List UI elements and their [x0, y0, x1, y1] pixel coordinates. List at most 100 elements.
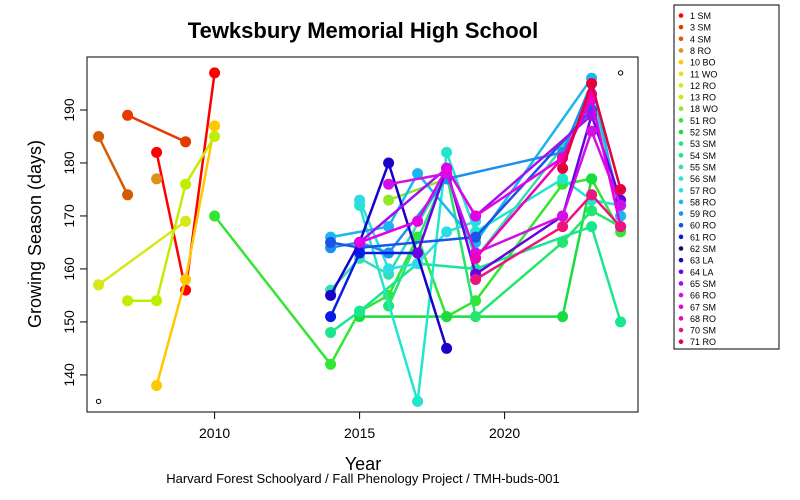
- data-point: [557, 311, 569, 323]
- series-line: [213, 177, 622, 366]
- legend-label: 54 SM: [690, 151, 716, 161]
- series-line: [330, 109, 593, 249]
- series-12-ro: [93, 215, 192, 291]
- legend-marker: [678, 83, 684, 88]
- legend-marker: [678, 211, 684, 216]
- legend-marker: [678, 71, 684, 77]
- y-tick-label: 190: [61, 98, 77, 122]
- data-point: [586, 205, 598, 217]
- data-point: [412, 168, 424, 180]
- series-line: [127, 114, 187, 143]
- legend-box: [673, 4, 780, 350]
- data-point: [180, 215, 192, 227]
- legend-marker: [678, 339, 684, 345]
- legend-marker: [678, 129, 684, 135]
- series-70-sm: [470, 189, 627, 285]
- data-point: [615, 221, 627, 233]
- data-point: [93, 279, 105, 291]
- legend-label: 59 RO: [690, 209, 716, 219]
- data-point: [557, 162, 569, 174]
- data-point: [325, 358, 337, 370]
- data-point: [586, 125, 598, 137]
- data-point: [586, 221, 598, 233]
- legend-label: 13 RO: [690, 93, 716, 103]
- legend-marker: [678, 13, 684, 18]
- legend-marker: [678, 199, 684, 205]
- legend-marker: [678, 304, 684, 310]
- data-point: [151, 146, 163, 158]
- legend-marker: [678, 118, 684, 123]
- data-point: [557, 221, 569, 233]
- legend-marker: [678, 234, 684, 240]
- legend-marker: [678, 36, 684, 42]
- legend-label: 4 SM: [690, 34, 711, 44]
- legend-marker: [678, 94, 684, 100]
- legend-label: 67 SM: [690, 302, 716, 312]
- legend-label: 52 SM: [690, 128, 716, 138]
- series-3-sm: [122, 109, 192, 148]
- x-tick-label: 2015: [344, 425, 375, 441]
- legend-marker: [678, 327, 684, 333]
- data-point: [586, 78, 598, 89]
- data-point: [441, 311, 453, 323]
- data-point: [383, 263, 395, 275]
- data-point: [470, 231, 482, 243]
- data-point: [615, 184, 627, 195]
- legend-label: 8 RO: [690, 46, 711, 56]
- legend-label: 71 RO: [690, 337, 716, 347]
- y-tick-label: 180: [61, 151, 77, 175]
- data-point: [557, 210, 569, 222]
- data-point: [354, 194, 366, 206]
- data-point: [209, 131, 221, 142]
- data-point: [325, 327, 337, 338]
- data-point: [354, 305, 366, 317]
- data-point: [470, 311, 482, 323]
- series-1-sm: [151, 67, 221, 296]
- data-point: [441, 342, 453, 354]
- legend-marker: [678, 106, 684, 111]
- data-point: [325, 236, 337, 248]
- data-point: [470, 252, 482, 264]
- reference-point: [95, 398, 102, 405]
- series-4-sm: [93, 131, 134, 201]
- legend-label: 65 SM: [690, 279, 716, 289]
- legend-marker: [678, 269, 684, 275]
- legend-label: 70 SM: [690, 326, 716, 336]
- series-line: [329, 225, 622, 334]
- data-point: [354, 236, 366, 248]
- legend-marker: [678, 141, 684, 146]
- data-point: [180, 178, 192, 190]
- data-point: [441, 146, 453, 158]
- legend-label: 64 LA: [690, 267, 714, 277]
- legend-label: 56 SM: [690, 174, 716, 184]
- legend-label: 18 WO: [690, 104, 718, 114]
- data-point: [93, 131, 105, 142]
- x-axis-label: Year: [345, 454, 381, 474]
- legend-label: 53 SM: [690, 139, 716, 149]
- data-point: [412, 247, 424, 259]
- y-tick-label: 150: [61, 310, 77, 334]
- legend-label: 1 SM: [690, 11, 711, 21]
- data-point: [180, 136, 192, 148]
- legend-marker: [678, 246, 684, 251]
- x-tick-label: 2010: [199, 425, 230, 441]
- data-point: [557, 173, 569, 185]
- data-point: [383, 157, 395, 169]
- series-line: [388, 129, 622, 255]
- plot-frame: [86, 56, 639, 413]
- legend-marker: [678, 176, 684, 181]
- x-axis: 2010 2015 2020: [199, 412, 520, 441]
- y-tick-label: 170: [61, 204, 77, 228]
- legend-marker: [678, 222, 684, 228]
- series-8-ro: [151, 173, 163, 185]
- series-51-ro: [209, 173, 627, 370]
- data-point: [151, 380, 163, 391]
- legend-marker: [678, 281, 684, 286]
- data-point: [615, 316, 627, 328]
- legend-marker: [678, 59, 684, 65]
- data-point: [354, 247, 366, 259]
- legend-marker: [678, 153, 684, 158]
- data-point: [470, 210, 482, 222]
- data-point: [586, 173, 598, 185]
